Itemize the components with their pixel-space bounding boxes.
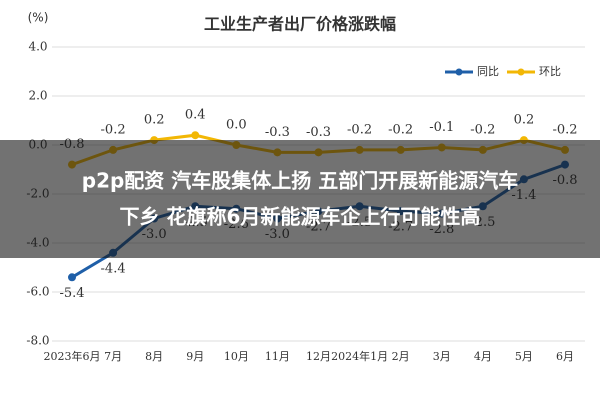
data-label: -0.2 [388, 122, 413, 137]
data-label: -0.3 [306, 125, 331, 140]
overlay: p2p配资 汽车股集体上扬 五部门开展新能源汽车 下乡 花旗称6月新能源车企上行… [0, 140, 600, 258]
x-tick-label: 11月 [265, 350, 290, 363]
x-tick-label: 9月 [186, 350, 204, 363]
x-tick-label: 12月 [306, 350, 331, 363]
data-label: -0.2 [347, 122, 372, 137]
data-label: -4.4 [101, 261, 126, 276]
x-tick-label: 2月 [392, 350, 410, 363]
data-point [191, 131, 200, 140]
data-label: -0.3 [265, 125, 290, 140]
x-tick-label: 8月 [145, 350, 163, 363]
y-tick-label: 4.0 [28, 40, 47, 54]
data-label: -5.4 [59, 286, 84, 301]
data-label: -0.1 [429, 120, 454, 135]
x-tick-label: 7月 [104, 350, 122, 363]
data-label: 0.4 [185, 108, 206, 123]
overlay-band [0, 140, 600, 258]
x-tick-label: 5月 [515, 350, 533, 363]
x-tick-label: 2024年1月 [331, 349, 388, 363]
legend-label: 同比 [477, 65, 499, 78]
data-label: -0.2 [470, 122, 495, 137]
y-tick-label: -6.0 [26, 285, 49, 299]
y-tick-label: 2.0 [28, 89, 47, 103]
data-label: 0.2 [514, 113, 535, 128]
y-tick-label: -8.0 [26, 334, 49, 348]
chart-title: 工业生产者出厂价格涨跌幅 [204, 15, 396, 34]
overlay-text: p2p配资 汽车股集体上扬 五部门开展新能源汽车 [82, 169, 518, 193]
data-label: -0.2 [101, 122, 126, 137]
data-label: 0.0 [226, 118, 247, 133]
x-tick-label: 10月 [224, 350, 249, 363]
x-tick-label: 4月 [474, 350, 492, 363]
data-label: -0.2 [552, 122, 577, 137]
data-label: 0.2 [144, 113, 165, 128]
data-point [68, 273, 76, 282]
x-tick-label: 2023年6月 [44, 349, 101, 363]
x-tick-label: 3月 [433, 350, 451, 363]
legend-marker [455, 68, 463, 76]
x-tick-label: 6月 [556, 350, 574, 363]
legend-label: 环比 [539, 65, 561, 78]
overlay-text: 下乡 花旗称6月新能源车企上行可能性高 [120, 205, 481, 229]
y-axis-label: (%) [28, 11, 49, 25]
legend-marker [517, 68, 525, 76]
